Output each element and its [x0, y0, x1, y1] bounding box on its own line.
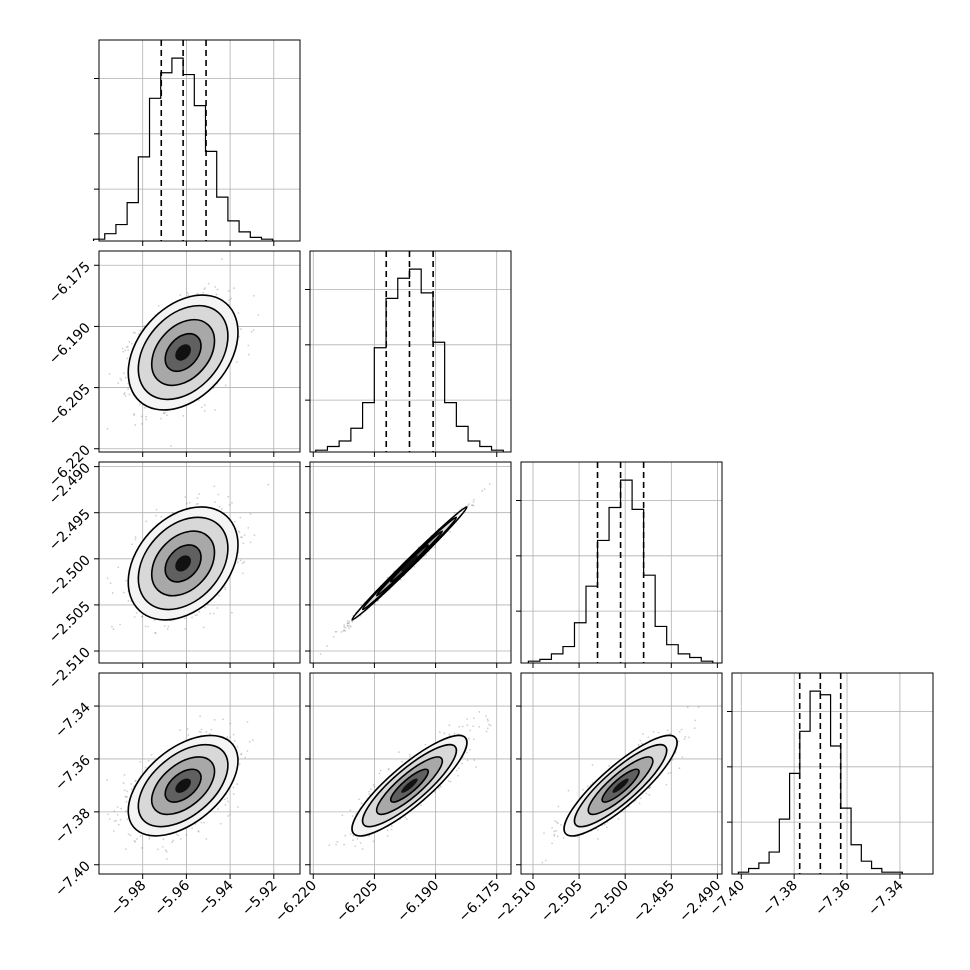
x-tick-label-3-1: −7.38: [759, 878, 801, 920]
scatter-panel-0-2: [98, 461, 301, 664]
histogram-line-0: [92, 57, 274, 241]
y-tick-label-1-3: −6.175: [46, 259, 94, 307]
x-tick-label-2-2: −2.500: [584, 878, 632, 926]
x-tick-label-3-2: −7.36: [812, 877, 854, 919]
x-tick-label-0-0: −5.98: [108, 878, 150, 920]
y-tick-label-3-0: −7.40: [52, 858, 94, 900]
y-tick-label-3-3: −7.34: [52, 700, 94, 742]
scatter-panel-0-1: [98, 250, 301, 453]
x-tick-label-2-3: −2.495: [630, 878, 678, 926]
histogram-panel-0: [92, 39, 301, 242]
y-tick-label-2-3: −2.495: [46, 506, 94, 554]
x-tick-label-1-1: −6.205: [333, 878, 381, 926]
x-tick-label-0-1: −5.96: [152, 877, 194, 919]
scatter-panel-1-2: [309, 461, 512, 664]
x-tick-label-3-3: −7.34: [865, 877, 907, 919]
y-tick-label-1-2: −6.190: [46, 320, 94, 368]
y-tick-label-3-2: −7.36: [52, 752, 94, 794]
histogram-panel-2: [516, 461, 723, 664]
y-tick-label-2-2: −2.500: [46, 552, 94, 600]
scatter-panel-0-3: [98, 672, 301, 875]
x-tick-label-1-2: −6.190: [394, 878, 442, 926]
histogram-panel-1: [305, 250, 512, 453]
y-tick-label-2-0: −2.510: [46, 645, 94, 693]
y-tick-label-2-1: −2.505: [46, 598, 94, 646]
scatter-panel-1-3: [309, 672, 512, 875]
histogram-line-3: [737, 690, 903, 874]
x-tick-label-1-0: −6.220: [272, 878, 320, 926]
y-tick-label-3-1: −7.38: [52, 805, 94, 847]
histogram-panel-3: [727, 672, 934, 875]
x-tick-label-0-2: −5.94: [195, 877, 237, 919]
scatter-panel-2-3: [520, 672, 723, 875]
x-tick-label-2-1: −2.505: [538, 878, 586, 926]
y-tick-label-1-1: −6.205: [46, 381, 94, 429]
